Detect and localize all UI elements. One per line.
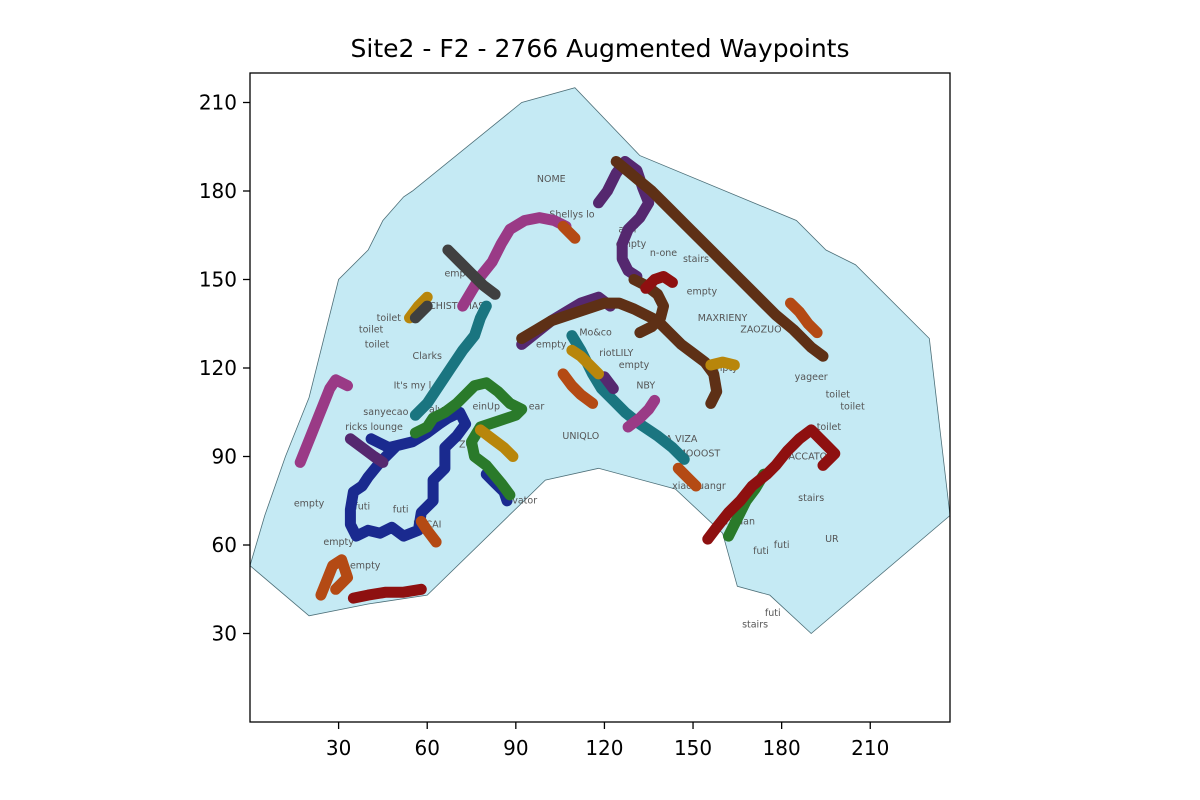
room-label: stairs [742, 620, 768, 631]
room-label: futi [753, 546, 769, 557]
room-label: toilet [840, 401, 865, 412]
waypoint-track-28 [566, 344, 604, 380]
axes-frame [249, 72, 951, 723]
room-label: futi [393, 505, 409, 516]
room-label: ZAOZUO [740, 325, 781, 336]
room-label: MOOOST [678, 449, 721, 460]
room-label: MAXRIENY [698, 313, 748, 324]
waypoint-track-30 [442, 244, 501, 300]
room-label: UR [825, 534, 839, 545]
y-tick-label: 210 [199, 91, 237, 115]
y-tick-label: 90 [212, 445, 237, 469]
room-label: futi [354, 502, 370, 513]
room-label: Clarks [412, 351, 442, 362]
room-label: toilet [826, 390, 851, 401]
floor-outline [250, 87, 950, 635]
room-label: empty [323, 537, 354, 548]
waypoint-track-22 [557, 368, 599, 409]
room-label: toilet [359, 325, 384, 336]
y-tick-label: 150 [199, 268, 237, 292]
room-label: empty [536, 339, 567, 350]
waypoint-track-23 [672, 462, 702, 492]
room-label: riotLILY [599, 348, 633, 359]
room-label: ear [529, 401, 545, 412]
room-label: empty [687, 286, 718, 297]
room-label: empty [616, 239, 647, 250]
waypoint-track-1 [344, 406, 472, 542]
waypoint-track-5 [409, 300, 492, 421]
waypoint-series [294, 156, 841, 604]
waypoint-track-24 [785, 297, 823, 339]
room-label: einUp [473, 401, 501, 412]
waypoint-track-27 [474, 424, 519, 462]
y-tick-label: 180 [199, 179, 237, 203]
room-label: empty [294, 499, 325, 510]
x-tick-label: 150 [674, 736, 712, 760]
room-label: ricks lounge [345, 422, 403, 433]
waypoint-track-18 [702, 424, 841, 545]
x-tick-label: 30 [326, 736, 351, 760]
x-tick-label: 60 [414, 736, 439, 760]
room-label: UNIQLO [562, 431, 599, 442]
room-label: toilet [365, 339, 390, 350]
y-tick-label: 30 [212, 622, 237, 646]
waypoint-track-17 [347, 583, 427, 604]
room-label: stairs [683, 254, 709, 265]
floor-plan [250, 87, 950, 635]
waypoint-track-10 [344, 433, 389, 468]
room-label: Shellys lo [549, 210, 594, 221]
waypoint-track-21 [415, 515, 442, 548]
room-label: vator [512, 496, 537, 507]
room-label: yageer [795, 372, 828, 383]
waypoint-track-19 [640, 271, 678, 294]
room-label: CHISTEMAS [429, 301, 484, 312]
x-tick-label: 180 [763, 736, 801, 760]
room-label: futi [774, 540, 790, 551]
y-tick-label: 120 [199, 356, 237, 380]
waypoint-track-12 [593, 156, 655, 282]
room-label: n-one [650, 248, 677, 259]
room-label: empty [619, 360, 650, 371]
waypoint-track-7 [294, 374, 353, 468]
room-label: empty [444, 269, 475, 280]
room-label: sanyecao [363, 407, 408, 418]
room-label: empty [707, 363, 738, 374]
waypoint-track-31 [409, 300, 433, 324]
room-label: NOME [537, 174, 566, 185]
x-tick-label: 210 [851, 736, 889, 760]
x-tick-label: 90 [503, 736, 528, 760]
room-label: futi [765, 608, 781, 619]
waypoint-track-9 [622, 394, 661, 433]
y-tick-label: 60 [212, 533, 237, 557]
room-label: It's my l [394, 381, 432, 392]
room-label: empty [350, 561, 381, 572]
waypoint-track-13 [598, 371, 619, 395]
room-label: ZA VIZA [659, 434, 698, 445]
room-label: NBY [636, 381, 655, 392]
chart-title: Site2 - F2 - 2766 Augmented Waypoints [351, 34, 850, 63]
room-label: toilet [817, 422, 842, 433]
room-label: alv [429, 404, 443, 415]
x-tick-label: 120 [585, 736, 623, 760]
room-label: stairs [798, 493, 824, 504]
waypoint-track-14 [610, 156, 829, 362]
waypoint-track-3 [409, 377, 528, 501]
axes: 30 60 90 120 150 180 210 30 60 90 120 150 180 210 [199, 72, 951, 760]
waypoint-track-25 [557, 220, 581, 244]
waypoint-track-20 [315, 554, 353, 601]
waypoint-track-29 [705, 356, 740, 371]
room-label: Mo&co [579, 328, 612, 339]
room-label: TACCATO [782, 451, 827, 462]
room-label: toilet [377, 313, 402, 324]
